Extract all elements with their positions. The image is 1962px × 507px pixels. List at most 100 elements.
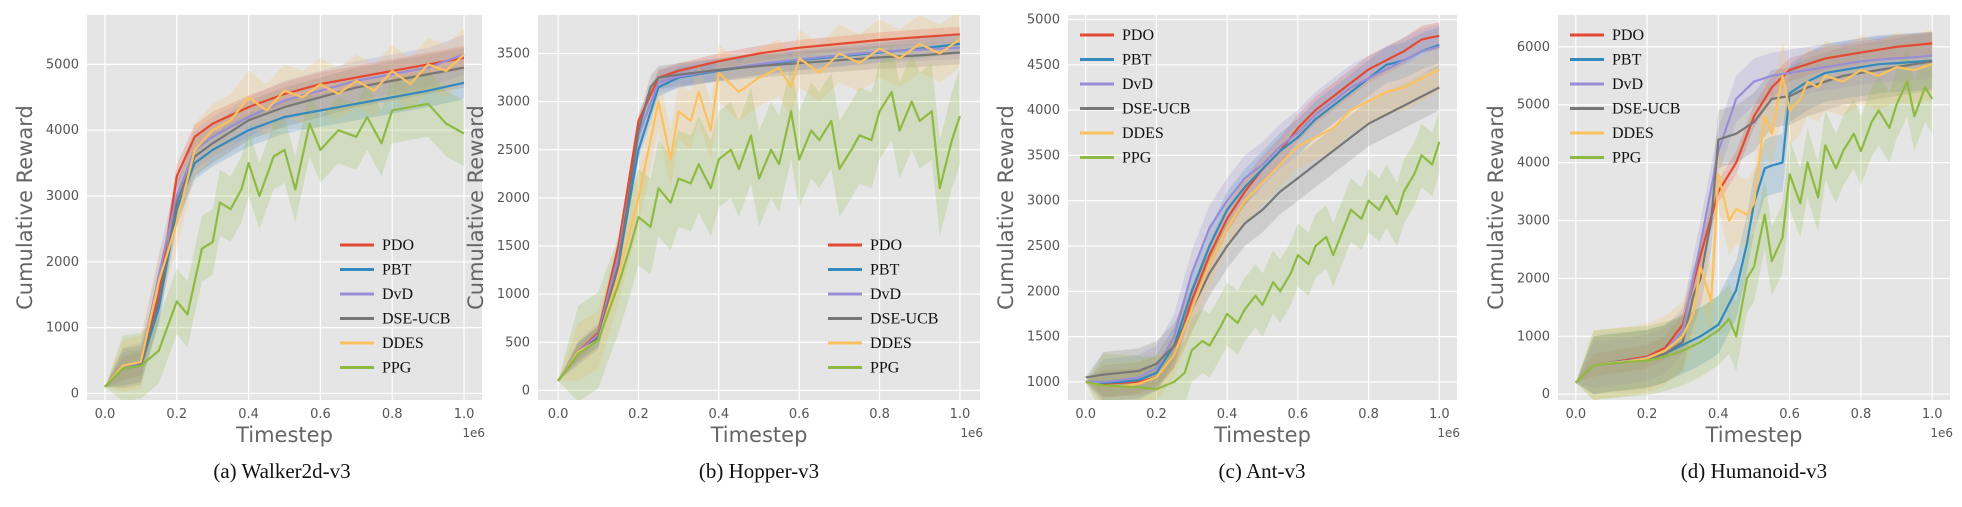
- x-tick-label: 1.0: [950, 407, 971, 422]
- y-tick-label: 1000: [1027, 375, 1060, 390]
- x-tick-label: 0.2: [628, 407, 649, 422]
- y-tick-label: 4000: [46, 123, 79, 138]
- band-pbt: [558, 34, 960, 381]
- legend-label-pdo: PDO: [1612, 27, 1644, 44]
- legend-label-pbt: PBT: [382, 262, 412, 279]
- y-tick-label: 2000: [1027, 284, 1060, 299]
- x-tick-label: 1.0: [1922, 407, 1943, 422]
- legend: PDO PBT DvD DSE-UCB DDES PPG: [1080, 27, 1190, 167]
- x-tick-label: 0.0: [1075, 407, 1096, 422]
- series-line-pbt: [1085, 43, 1440, 384]
- band-ddes: [1085, 46, 1440, 400]
- y-axis-label: Cumulative Reward: [994, 105, 1018, 310]
- legend-label-dvd: DvD: [1612, 76, 1643, 93]
- y-tick-label: 3500: [497, 47, 530, 62]
- y-tick-label: 3000: [1027, 194, 1060, 209]
- x-scale-label: 1e6: [462, 426, 485, 440]
- x-tick-label: 0.6: [1288, 407, 1309, 422]
- x-tick-label: 0.8: [382, 407, 403, 422]
- legend-label-pdo: PDO: [1122, 27, 1154, 44]
- panel-caption: (c) Ant-v3: [1219, 459, 1306, 483]
- legend: PDO PBT DvD DSE-UCB DDES PPG: [340, 237, 450, 377]
- x-tick-label: 0.2: [166, 407, 187, 422]
- legend-label-pbt: PBT: [1612, 52, 1642, 69]
- chart-panel-4: 0 1000 2000 3000 4000 5000 6000 0.0 0.2 0.4 0.6 0.8…: [1484, 15, 1953, 483]
- y-axis-label: Cumulative Reward: [464, 105, 488, 310]
- legend-label-ddes: DDES: [870, 335, 912, 352]
- y-tick-label: 4000: [1027, 103, 1060, 118]
- legend-label-ddes: DDES: [1122, 125, 1164, 142]
- legend-label-ddes: DDES: [1612, 125, 1654, 142]
- series-line-ddes: [1085, 68, 1440, 388]
- band-pdo: [105, 45, 464, 387]
- x-tick-label: 0.8: [869, 407, 890, 422]
- y-tick-label: 4500: [1027, 58, 1060, 73]
- legend-label-ppg: PPG: [1122, 150, 1152, 167]
- x-tick-label: 0.2: [1637, 407, 1658, 422]
- panel-caption: (a) Walker2d-v3: [213, 459, 350, 483]
- y-tick-label: 1000: [497, 287, 530, 302]
- y-tick-label: 1500: [497, 239, 530, 254]
- legend-label-dse-ucb: DSE-UCB: [870, 311, 938, 328]
- series-line-ddes: [104, 53, 465, 388]
- y-axis-label: Cumulative Reward: [13, 105, 37, 310]
- legend: PDO PBT DvD DSE-UCB DDES PPG: [828, 237, 938, 377]
- y-tick-label: 3000: [497, 95, 530, 110]
- legend-label-dse-ucb: DSE-UCB: [1612, 101, 1680, 118]
- y-tick-label: 0: [522, 383, 530, 398]
- band-ppg: [558, 43, 960, 400]
- x-tick-label: 1.0: [1429, 407, 1450, 422]
- x-tick-label: 0.4: [238, 407, 259, 422]
- series-line-dse-ucb: [1085, 86, 1440, 379]
- y-tick-label: 3000: [1517, 214, 1550, 229]
- y-tick-label: 3000: [46, 189, 79, 204]
- y-tick-label: 1000: [46, 321, 79, 336]
- plot-area: [557, 15, 961, 400]
- band-ppg: [1085, 110, 1440, 400]
- chart-panel-1: 0 1000 2000 3000 4000 5000 0.0 0.2 0.4 0.6 0.8 1.0 T…: [13, 15, 485, 483]
- series-line-ddes: [557, 38, 961, 382]
- y-tick-label: 1000: [1517, 329, 1550, 344]
- x-tick-label: 0.6: [310, 407, 331, 422]
- x-tick-label: 0.4: [1217, 407, 1238, 422]
- band-dse-ucb: [1085, 64, 1440, 398]
- y-tick-label: 4000: [1517, 156, 1550, 171]
- y-tick-label: 0: [1542, 387, 1550, 402]
- x-tick-label: 1.0: [454, 407, 475, 422]
- legend-label-pbt: PBT: [870, 262, 900, 279]
- y-tick-label: 5000: [1027, 13, 1060, 28]
- x-axis-label: Timestep: [235, 423, 333, 447]
- plot-area: [1575, 29, 1934, 400]
- plot-area: [1085, 22, 1441, 400]
- legend-label-pdo: PDO: [382, 237, 414, 254]
- band-ppg: [105, 70, 464, 400]
- x-scale-label: 1e6: [960, 426, 983, 440]
- y-tick-label: 0: [71, 386, 79, 401]
- y-axis-label: Cumulative Reward: [1484, 105, 1508, 310]
- legend-label-ppg: PPG: [1612, 150, 1642, 167]
- x-tick-label: 0.6: [789, 407, 810, 422]
- band-pbt: [1575, 31, 1933, 395]
- y-tick-label: 1500: [1027, 330, 1060, 345]
- x-tick-label: 0.8: [1358, 407, 1379, 422]
- plot-background: [538, 15, 980, 400]
- series-line-ppg: [1575, 80, 1934, 384]
- chart-panel-2: 0 500 1000 1500 2000 2500 3000 3500 0.0 0.2 0.4 0.6…: [464, 15, 983, 483]
- legend-label-dvd: DvD: [870, 286, 901, 303]
- legend-label-ddes: DDES: [382, 335, 424, 352]
- x-tick-label: 0.0: [548, 407, 569, 422]
- y-tick-label: 6000: [1517, 40, 1550, 55]
- x-scale-label: 1e6: [1437, 426, 1460, 440]
- band-pbt: [105, 66, 464, 387]
- legend-label-pbt: PBT: [1122, 52, 1152, 69]
- x-tick-label: 0.0: [1565, 407, 1586, 422]
- y-tick-label: 2500: [497, 143, 530, 158]
- x-tick-label: 0.8: [1851, 407, 1872, 422]
- x-tick-label: 0.0: [95, 407, 116, 422]
- x-tick-label: 0.2: [1146, 407, 1167, 422]
- y-tick-label: 5000: [46, 57, 79, 72]
- y-tick-label: 2000: [1517, 271, 1550, 286]
- x-scale-label: 1e6: [1930, 426, 1953, 440]
- y-tick-label: 2000: [497, 191, 530, 206]
